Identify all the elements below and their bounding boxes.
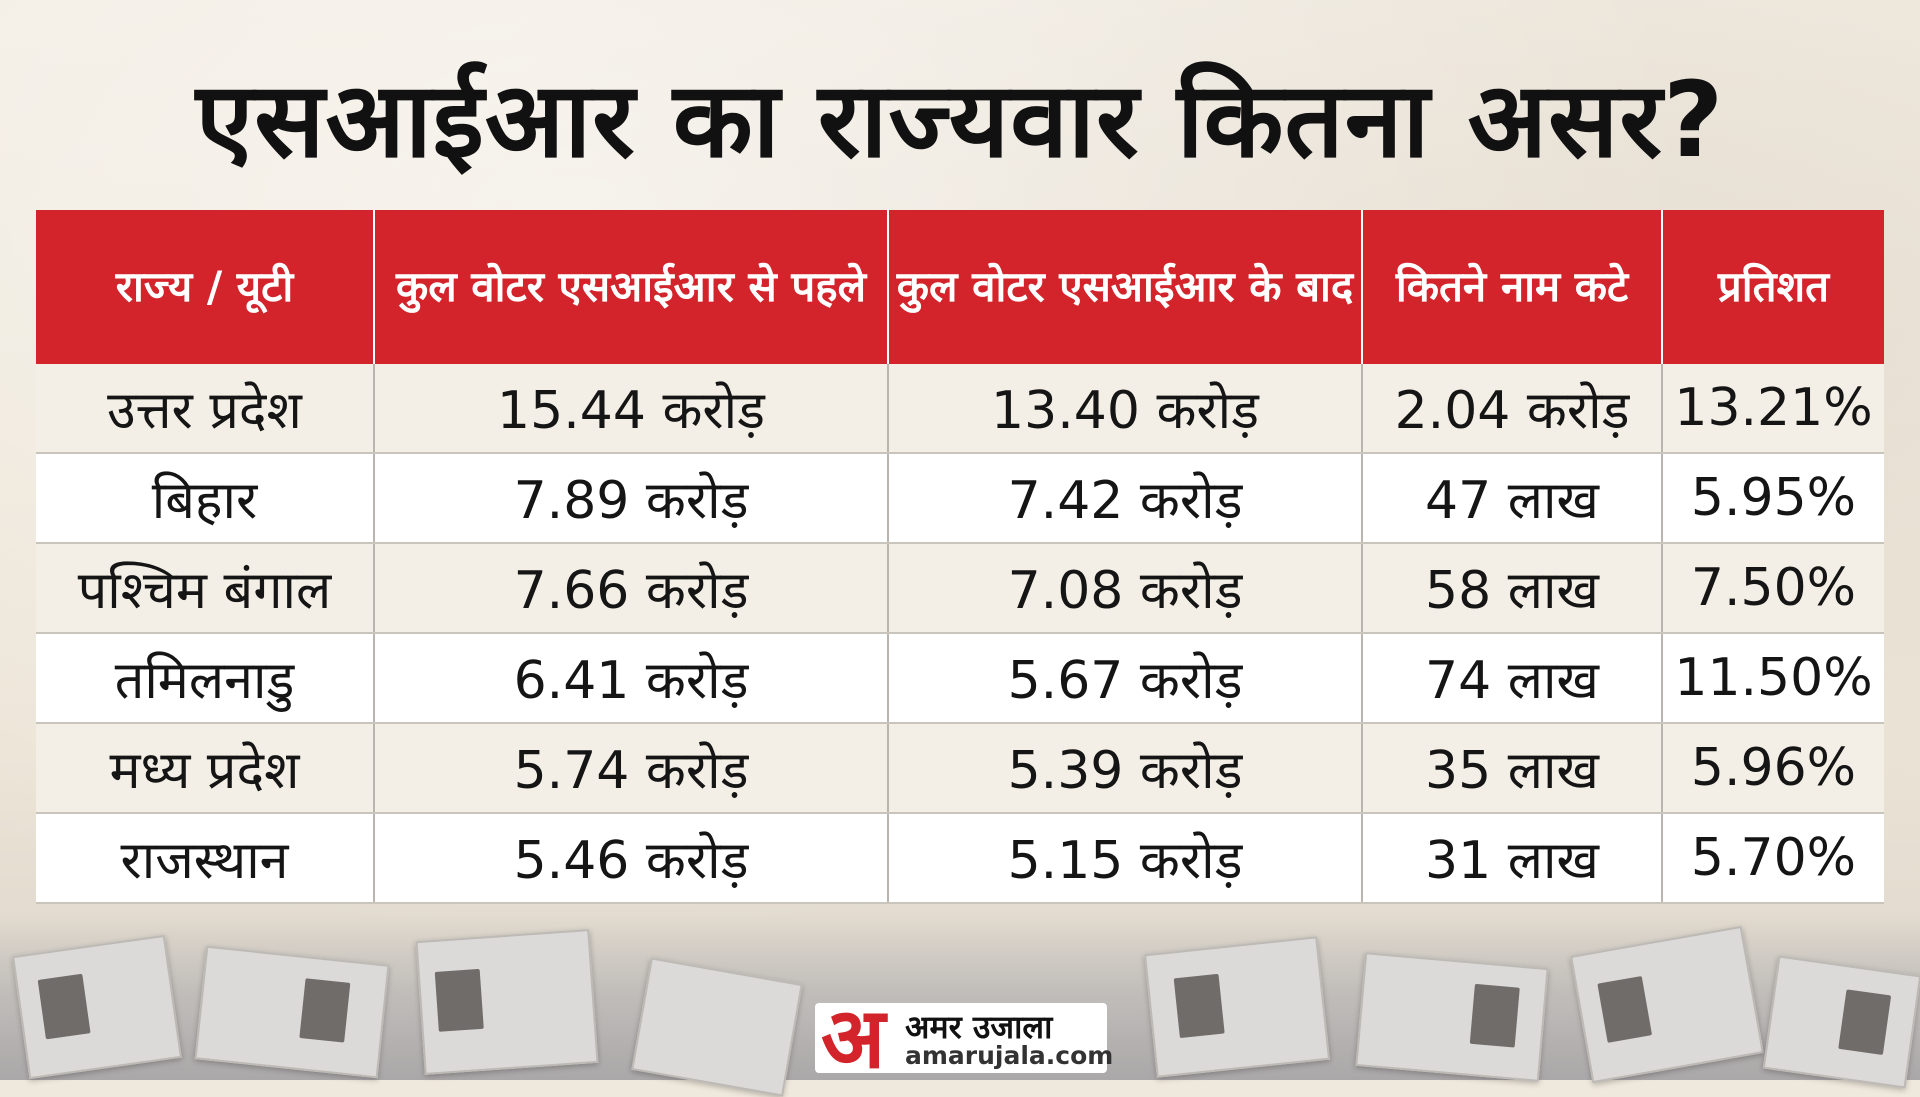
voter-card-image bbox=[1355, 952, 1549, 1082]
cell-names-removed: 35 लाख bbox=[1362, 723, 1663, 814]
voter-card-image bbox=[194, 945, 390, 1079]
table-row: राजस्थान 5.46 करोड़ 5.15 करोड़ 31 लाख 5.… bbox=[36, 813, 1884, 904]
cell-percentage: 5.70% bbox=[1662, 813, 1884, 904]
column-header-state: राज्य / यूटी bbox=[36, 210, 375, 364]
cell-percentage: 13.21% bbox=[1662, 364, 1884, 454]
cell-state: उत्तर प्रदेश bbox=[36, 364, 375, 454]
cell-names-removed: 58 लाख bbox=[1362, 543, 1663, 634]
cell-voters-after: 5.15 करोड़ bbox=[888, 813, 1363, 904]
logo-mark-icon: अ bbox=[821, 989, 886, 1087]
cell-voters-before: 6.41 करोड़ bbox=[374, 633, 889, 724]
cell-voters-after: 13.40 करोड़ bbox=[888, 364, 1363, 454]
logo-url: amarujala.com bbox=[905, 1041, 1114, 1070]
voter-card-image bbox=[631, 957, 803, 1097]
cell-state: बिहार bbox=[36, 453, 375, 544]
voter-table: राज्य / यूटी कुल वोटर एसआईआर से पहले कुल… bbox=[36, 210, 1884, 904]
cell-voters-after: 7.42 करोड़ bbox=[888, 453, 1363, 544]
cell-state: मध्य प्रदेश bbox=[36, 723, 375, 814]
cell-percentage: 5.95% bbox=[1662, 453, 1884, 544]
cell-names-removed: 31 लाख bbox=[1362, 813, 1663, 904]
cell-voters-before: 5.74 करोड़ bbox=[374, 723, 889, 814]
cell-voters-after: 5.39 करोड़ bbox=[888, 723, 1363, 814]
cell-state: राजस्थान bbox=[36, 813, 375, 904]
logo-name: अमर उजाला bbox=[905, 1008, 1053, 1046]
column-header-names-removed: कितने नाम कटे bbox=[1362, 210, 1663, 364]
voter-card-image bbox=[1762, 955, 1920, 1089]
column-header-voters-after: कुल वोटर एसआईआर के बाद bbox=[888, 210, 1363, 364]
table-row: तमिलनाडु 6.41 करोड़ 5.67 करोड़ 74 लाख 11… bbox=[36, 633, 1884, 724]
table-row: बिहार 7.89 करोड़ 7.42 करोड़ 47 लाख 5.95% bbox=[36, 453, 1884, 544]
column-header-voters-before: कुल वोटर एसआईआर से पहले bbox=[374, 210, 889, 364]
cell-percentage: 11.50% bbox=[1662, 633, 1884, 724]
cell-state: पश्चिम बंगाल bbox=[36, 543, 375, 634]
amar-ujala-logo: अ अमर उजाला amarujala.com bbox=[815, 993, 1113, 1083]
cell-voters-before: 5.46 करोड़ bbox=[374, 813, 889, 904]
cell-percentage: 7.50% bbox=[1662, 543, 1884, 634]
table-row: मध्य प्रदेश 5.74 करोड़ 5.39 करोड़ 35 लाख… bbox=[36, 723, 1884, 814]
cell-voters-before: 15.44 करोड़ bbox=[374, 364, 889, 454]
cell-names-removed: 74 लाख bbox=[1362, 633, 1663, 724]
cell-names-removed: 47 लाख bbox=[1362, 453, 1663, 544]
voter-card-image bbox=[1143, 936, 1331, 1078]
page-title: एसआईआर का राज्यवार कितना असर? bbox=[195, 59, 1725, 181]
cell-voters-before: 7.66 करोड़ bbox=[374, 543, 889, 634]
column-header-percentage: प्रतिशत bbox=[1662, 210, 1884, 364]
cell-names-removed: 2.04 करोड़ bbox=[1362, 364, 1663, 454]
table-row: उत्तर प्रदेश 15.44 करोड़ 13.40 करोड़ 2.0… bbox=[36, 364, 1884, 454]
cell-state: तमिलनाडु bbox=[36, 633, 375, 724]
table-row: पश्चिम बंगाल 7.66 करोड़ 7.08 करोड़ 58 ला… bbox=[36, 543, 1884, 634]
cell-voters-before: 7.89 करोड़ bbox=[374, 453, 889, 544]
cell-voters-after: 7.08 करोड़ bbox=[888, 543, 1363, 634]
cell-voters-after: 5.67 करोड़ bbox=[888, 633, 1363, 724]
voter-card-image bbox=[415, 929, 599, 1075]
voter-card-image bbox=[12, 934, 182, 1080]
voter-card-image bbox=[1570, 925, 1764, 1084]
table-header-row: राज्य / यूटी कुल वोटर एसआईआर से पहले कुल… bbox=[36, 210, 1884, 364]
cell-percentage: 5.96% bbox=[1662, 723, 1884, 814]
